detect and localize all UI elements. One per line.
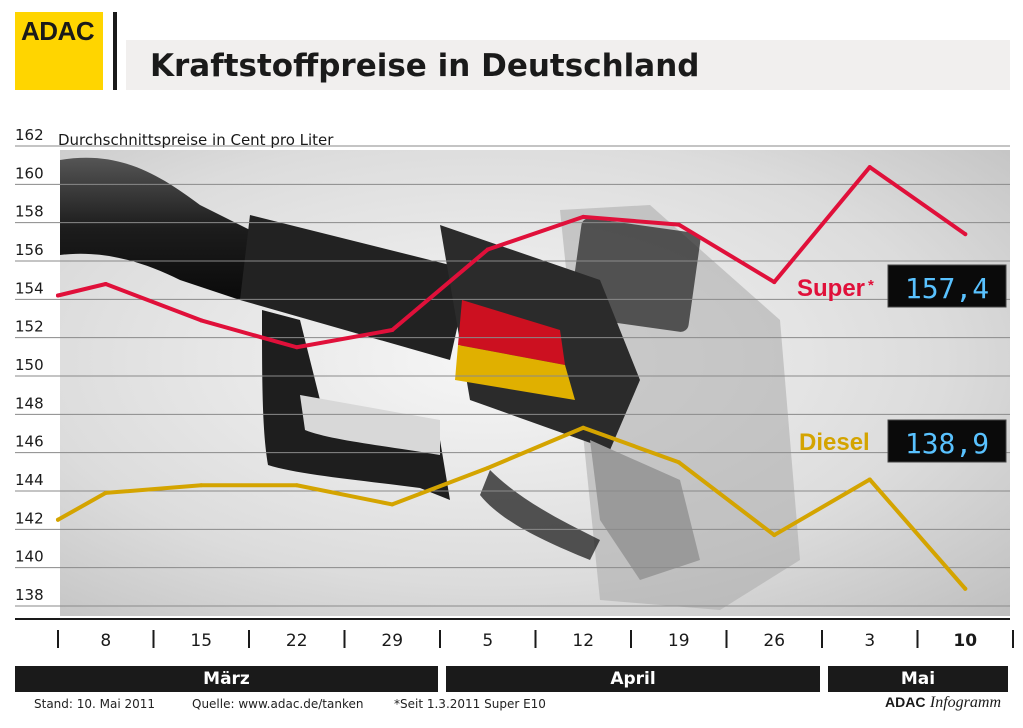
logo-text: ADAC [21, 16, 95, 46]
y-tick-label: 162 [15, 126, 44, 144]
chart-subtitle: Durchschnittspreise in Cent pro Liter [58, 131, 334, 149]
data-point-super [772, 280, 777, 285]
data-point-diesel [772, 533, 777, 538]
x-axis-ticks: 8 15 22 29 5 12 19 26 3 10 [57, 630, 1014, 651]
y-tick-label: 146 [15, 433, 44, 451]
background-photo [60, 150, 1010, 616]
data-point-super [103, 282, 108, 286]
y-tick-label: 152 [15, 318, 44, 336]
y-tick-label: 142 [15, 509, 44, 527]
data-point-super [485, 247, 490, 252]
data-point-diesel [676, 460, 681, 465]
footer-brand: ADAC Infogramm [885, 694, 1001, 712]
diesel-price-value: 138,9 [905, 427, 989, 460]
month-band: April [446, 666, 820, 692]
x-tick-label: 5 [482, 631, 493, 651]
data-point-super [676, 222, 681, 227]
y-tick-label: 148 [15, 394, 44, 412]
x-tick-label: 22 [286, 631, 308, 651]
x-tick-label: 26 [763, 631, 785, 651]
data-point-diesel [485, 466, 490, 470]
legend-diesel: Diesel 138,9 [799, 419, 1007, 463]
title-box: Kraftstoffpreise in Deutschland [126, 40, 1010, 90]
gridlines [15, 145, 1010, 607]
data-point-super [56, 293, 60, 298]
data-point-super [867, 165, 872, 170]
month-band: März [15, 666, 438, 692]
y-tick-label: 140 [15, 548, 44, 566]
footer-source: Quelle: www.adac.de/tanken [192, 697, 364, 711]
adac-logo: ADAC [15, 12, 103, 90]
x-tick-label: 10 [953, 631, 977, 651]
y-tick-label: 144 [15, 471, 44, 489]
logo-divider [113, 12, 117, 90]
month-band: Mai [828, 666, 1008, 692]
data-point-diesel [963, 586, 968, 591]
footer-note: *Seit 1.3.2011 Super E10 [394, 697, 546, 711]
brand-bold: ADAC [884, 694, 926, 710]
diesel-price-display [887, 419, 1007, 463]
legend-super-marker: * [868, 277, 874, 294]
data-point-super [581, 214, 586, 219]
super-price-display [887, 264, 1007, 308]
y-tick-label: 160 [15, 164, 44, 182]
x-tick-label: 8 [100, 631, 111, 651]
y-tick-label: 150 [15, 356, 44, 374]
data-point-super [390, 328, 395, 332]
x-tick-label: 19 [668, 631, 690, 651]
x-tick-label: 3 [864, 631, 875, 651]
data-point-diesel [56, 517, 60, 522]
y-axis-tick-labels: 138 140 142 144 146 148 150 152 154 156 158 160 162 [15, 126, 44, 604]
legend-super: Super * 157,4 [797, 264, 1007, 308]
data-point-diesel [867, 477, 872, 482]
brand-italic: Infogramm [929, 694, 1001, 711]
page-title: Kraftstoffpreise in Deutschland [150, 48, 700, 84]
legend-diesel-name: Diesel [799, 429, 870, 456]
data-point-super [294, 345, 299, 350]
x-tick-label: 12 [572, 631, 594, 651]
x-tick-label: 15 [190, 631, 212, 651]
y-tick-label: 138 [15, 586, 44, 604]
footer-stand: Stand: 10. Mai 2011 [34, 697, 156, 711]
data-point-diesel [199, 483, 204, 488]
data-point-super [199, 318, 204, 323]
y-tick-label: 158 [15, 203, 44, 221]
data-point-diesel [103, 490, 108, 495]
data-point-diesel [390, 502, 395, 507]
super-price-value: 157,4 [905, 272, 989, 305]
y-tick-label: 154 [15, 279, 44, 297]
x-tick-label: 29 [381, 631, 403, 651]
data-point-super [963, 232, 968, 237]
legend-super-name: Super [797, 275, 865, 302]
data-point-diesel [581, 425, 586, 430]
y-tick-label: 156 [15, 241, 44, 259]
data-point-diesel [294, 483, 299, 488]
series-lines [56, 165, 968, 591]
